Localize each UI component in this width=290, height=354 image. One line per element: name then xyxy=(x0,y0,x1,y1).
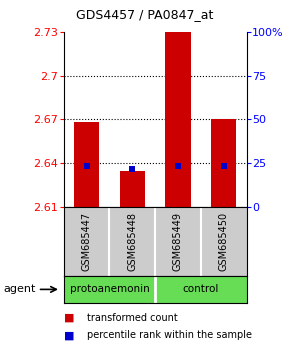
Bar xyxy=(165,32,191,207)
Text: control: control xyxy=(183,284,219,295)
Bar xyxy=(120,171,145,207)
Text: transformed count: transformed count xyxy=(87,313,178,323)
Text: GSM685447: GSM685447 xyxy=(82,212,92,271)
Text: GSM685449: GSM685449 xyxy=(173,212,183,271)
Text: protoanemonin: protoanemonin xyxy=(70,284,149,295)
Text: percentile rank within the sample: percentile rank within the sample xyxy=(87,330,252,341)
Text: ■: ■ xyxy=(64,330,74,341)
Text: GSM685448: GSM685448 xyxy=(127,212,137,271)
Text: GDS4457 / PA0847_at: GDS4457 / PA0847_at xyxy=(76,8,214,21)
Text: ■: ■ xyxy=(64,313,74,323)
Bar xyxy=(74,122,99,207)
Text: agent: agent xyxy=(3,284,35,295)
Bar xyxy=(211,119,236,207)
Text: GSM685450: GSM685450 xyxy=(219,212,229,271)
